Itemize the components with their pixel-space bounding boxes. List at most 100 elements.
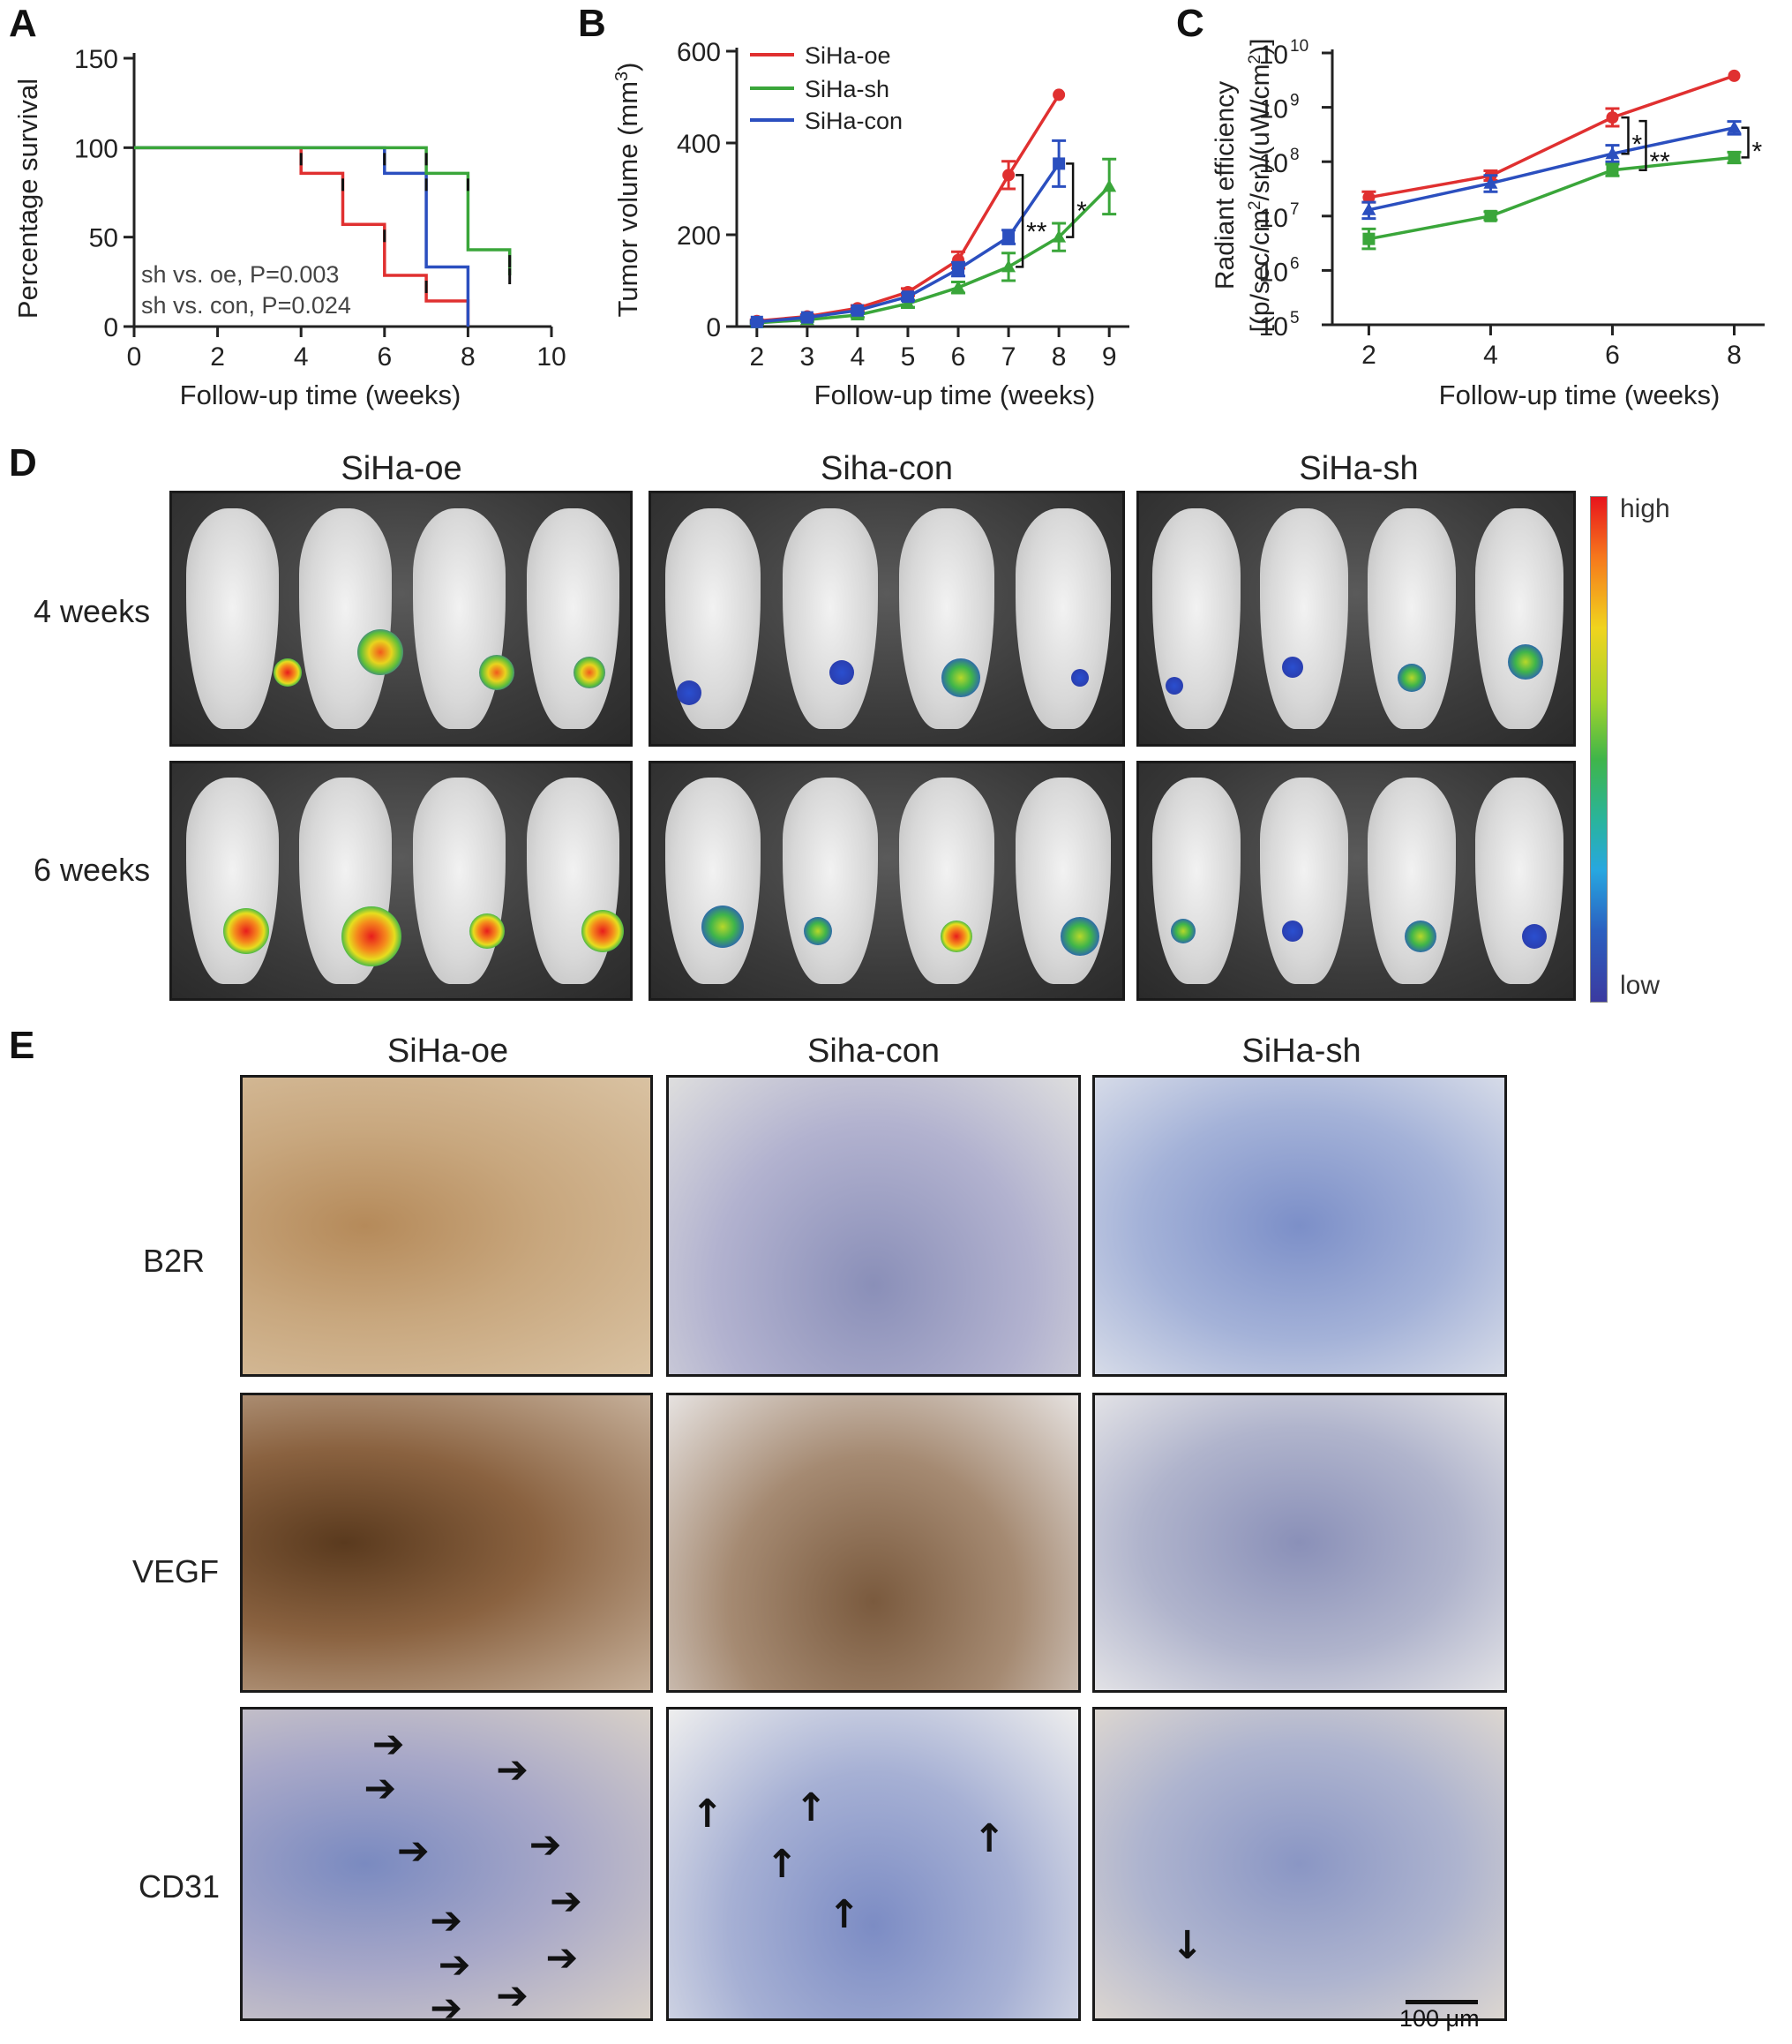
vessel-arrow-icon: ➔: [371, 1722, 405, 1768]
chart-c-point: [1728, 151, 1741, 164]
mouse-silhouette: [1367, 508, 1456, 729]
chart-c-point: [1484, 209, 1497, 222]
vessel-arrow-icon: ↑: [765, 1841, 799, 1887]
mouse-silhouette: [299, 508, 393, 729]
chart-a-y-tick-label: 150: [74, 45, 118, 74]
chart-c-series-line: [1368, 74, 1736, 199]
chart-b-point: [1052, 229, 1067, 243]
chart-c-y-label-line1: Radiant efficiency: [1211, 81, 1240, 289]
chart-c-y-tick-exponent: 5: [1290, 309, 1300, 327]
tumor-signal: [1282, 657, 1304, 679]
tumor-signal: [1522, 923, 1548, 949]
chart-a-y-tick-label: 0: [103, 313, 118, 342]
mouse-silhouette: [1016, 778, 1112, 985]
chart-a-x-tick-label: 6: [377, 342, 392, 372]
panel-d-row-4weeks: 4 weeks: [34, 593, 151, 629]
chart-b-point: [1053, 88, 1066, 101]
chart-a-x-tick-label: 0: [127, 342, 142, 372]
chart-c-point: [1728, 69, 1741, 82]
chart-a-series-line: [134, 146, 512, 276]
vessel-arrow-icon: ↓: [1171, 1923, 1204, 1969]
chart-b-x-label: Follow-up time (weeks): [814, 379, 1096, 410]
panel-d-title-oe: SiHa-oe: [341, 450, 462, 487]
legend-siha-con: SiHa-con: [805, 108, 903, 134]
chart-c-x-label: Follow-up time (weeks): [1439, 379, 1721, 410]
tumor-signal: [1508, 644, 1544, 680]
panel-label-b: B: [578, 2, 606, 45]
mouse-silhouette: [665, 778, 761, 985]
chart-b-x-tick-label: 3: [800, 342, 815, 372]
vessel-arrow-icon: ↑: [794, 1785, 828, 1830]
chart-b-point: [1102, 179, 1117, 192]
chart-c-y-tick-exponent: 8: [1290, 146, 1300, 164]
chart-c-y-tick-exponent: 7: [1290, 200, 1300, 219]
chart-c-point: [1483, 176, 1498, 189]
chart-b-point: [901, 290, 914, 304]
chart-c-y-tick-exponent: 6: [1290, 254, 1300, 273]
mouse-silhouette: [413, 508, 506, 729]
panel-label-e: E: [9, 1024, 35, 1067]
chart-c-point: [1361, 202, 1376, 215]
vessel-arrow-icon: ➔: [496, 1747, 529, 1792]
chart-b-point: [1002, 230, 1016, 244]
chart-c-x-tick-label: 6: [1605, 341, 1620, 370]
mouse-silhouette: [413, 778, 506, 985]
chart-b-x-tick-label: 5: [901, 342, 916, 372]
chart-b-y-tick-label: 0: [706, 313, 721, 342]
chart-b-y-label: Tumor volume (mm3): [612, 63, 643, 318]
chart-b-point: [1001, 259, 1016, 273]
colorbar-high-label: high: [1620, 494, 1670, 523]
ihc-image: [240, 1075, 653, 1377]
panel-d-title-sh: SiHa-sh: [1299, 450, 1419, 487]
bioluminescence-image: [169, 761, 633, 1001]
chart-a-y-tick-label: 100: [74, 134, 118, 163]
chart-b-point: [800, 311, 814, 324]
bioluminescence-image: [169, 491, 633, 747]
chart-c-x-tick-label: 8: [1727, 341, 1742, 370]
chart-c-y-tick-exponent: 9: [1290, 92, 1300, 110]
chart-c-y-label-line2: [(p/sec/cm2/sr)/(uW/cm2)]: [1246, 39, 1276, 333]
chart-a-x-tick-label: 8: [461, 342, 476, 372]
vessel-arrow-icon: ➔: [550, 1879, 582, 1925]
vessel-arrow-icon: ➔: [438, 1942, 471, 1988]
mouse-silhouette: [185, 778, 279, 985]
tumor-signal: [1061, 916, 1099, 956]
tumor-signal: [677, 680, 702, 706]
scale-bar-label: 100 μm: [1399, 2005, 1480, 2032]
tumor-signal: [1170, 919, 1196, 944]
mouse-silhouette: [782, 778, 878, 985]
tumor-signal: [573, 657, 605, 688]
chart-c-y-tick-label: 10: [1259, 95, 1288, 124]
tumor-signal: [1397, 663, 1426, 692]
chart-c-series-line: [1368, 155, 1735, 241]
ihc-image: [1092, 1393, 1507, 1693]
vessel-arrow-icon: ➔: [529, 1822, 562, 1868]
chart-c-point: [1606, 111, 1619, 124]
chart-b-x-tick-label: 2: [749, 342, 764, 372]
chart-b-significance-label: *: [1076, 197, 1087, 226]
mouse-silhouette: [898, 778, 994, 985]
tumor-signal: [701, 905, 744, 948]
chart-b-y-tick-label: 200: [677, 222, 721, 251]
chart-b-x-tick-label: 4: [851, 342, 866, 372]
chart-b-y-tick-label: 600: [677, 38, 721, 67]
vessel-arrow-icon: ➔: [364, 1766, 397, 1812]
mouse-silhouette: [1259, 508, 1348, 729]
panel-e-title-sh: SiHa-sh: [1241, 1033, 1361, 1070]
chart-c-bracket: [1741, 126, 1750, 159]
chart-c-x-tick-label: 2: [1361, 341, 1376, 370]
chart-c-significance-label: *: [1751, 138, 1762, 167]
ihc-image: [666, 1393, 1081, 1693]
chart-a-annotation-2: sh vs. con, P=0.024: [141, 292, 351, 319]
chart-c-point: [1606, 163, 1619, 177]
tumor-signal: [478, 655, 514, 690]
chart-c-point: [1362, 232, 1376, 245]
chart-c-bracket: [1638, 119, 1647, 171]
tumor-signal: [469, 913, 505, 950]
vessel-arrow-icon: ➔: [496, 1973, 529, 2019]
vessel-arrow-icon: ➔: [430, 1986, 463, 2032]
chart-c-point: [1362, 191, 1376, 204]
chart-a-y-label: Percentage survival: [12, 79, 43, 319]
chart-c-y-tick-label: 10: [1259, 312, 1288, 342]
